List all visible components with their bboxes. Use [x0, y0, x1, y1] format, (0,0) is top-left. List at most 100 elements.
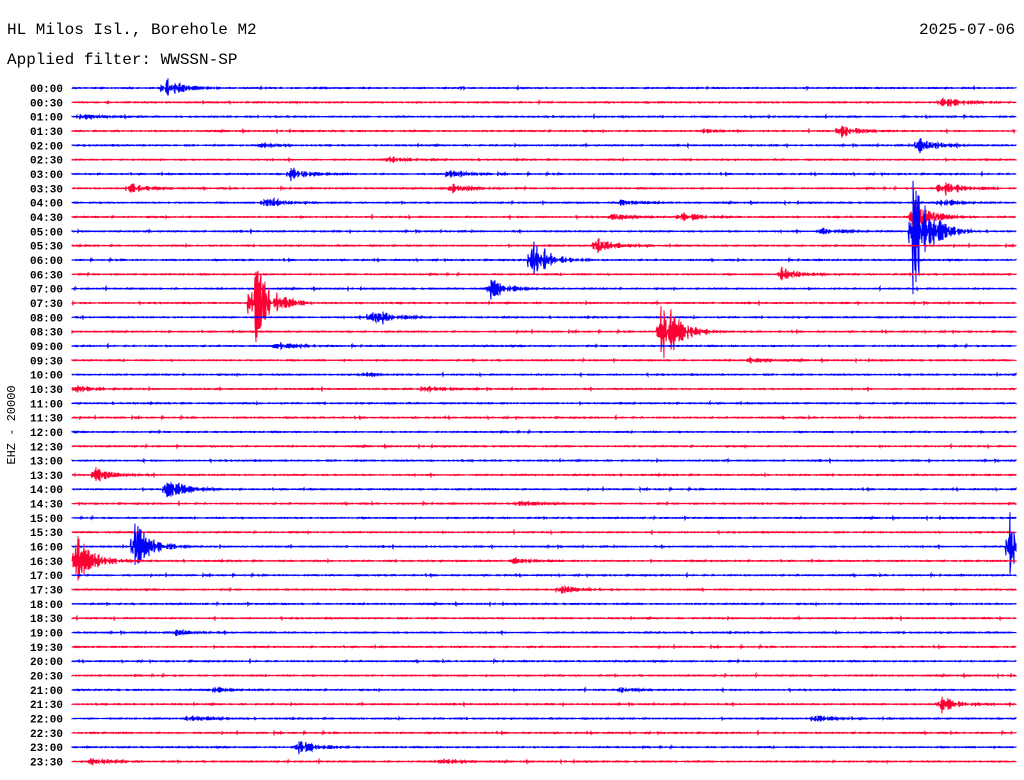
trace-row-1800	[71, 600, 1017, 608]
row-time-label: 07:00	[30, 285, 63, 297]
trace-row-1830	[71, 614, 1017, 622]
row-time-label: 05:00	[30, 227, 63, 239]
row-time-label: 00:30	[30, 98, 63, 110]
trace-row-1400	[71, 481, 1017, 498]
row-time-label: 20:00	[30, 657, 63, 669]
row-time-label: 11:00	[30, 399, 63, 411]
trace-row-2130	[71, 696, 1017, 714]
trace-row-1030	[71, 384, 1017, 394]
row-time-label: 12:30	[30, 442, 63, 454]
trace-row-1100	[71, 399, 1017, 407]
row-time-label: 02:30	[30, 156, 63, 168]
row-time-label: 10:00	[30, 371, 63, 383]
row-time-label: 09:00	[30, 342, 63, 354]
trace-row-1930	[71, 643, 1017, 651]
trace-row-1630	[71, 536, 1017, 581]
trace-row-0900	[71, 341, 1017, 351]
row-time-label: 15:00	[30, 514, 63, 526]
trace-row-2000	[71, 657, 1017, 665]
row-time-label: 23:00	[30, 743, 63, 755]
trace-row-0300	[71, 167, 1017, 182]
row-time-label: 11:30	[30, 414, 63, 426]
row-time-label: 22:30	[30, 729, 63, 741]
trace-row-0500	[71, 180, 1017, 295]
row-time-label: 03:30	[30, 184, 63, 196]
row-time-label: 17:00	[30, 571, 63, 583]
row-time-label: 04:00	[30, 199, 63, 211]
trace-row-1900	[71, 628, 1017, 637]
row-time-label: 10:30	[30, 385, 63, 397]
trace-row-0730	[71, 270, 1017, 343]
trace-row-0330	[71, 182, 1017, 196]
row-time-label: 23:30	[30, 758, 63, 770]
row-time-label: 22:00	[30, 715, 63, 727]
row-time-label: 08:30	[30, 328, 63, 340]
row-time-label: 13:30	[30, 471, 63, 483]
filter-label: Applied filter: WWSSN-SP	[7, 51, 238, 69]
row-time-label: 19:30	[30, 643, 63, 655]
date-label: 2025-07-06	[918, 21, 1015, 39]
trace-row-2200	[71, 715, 1017, 723]
row-time-label: 09:30	[30, 356, 63, 368]
row-time-label: 14:30	[30, 500, 63, 512]
station-title: HL Milos Isl., Borehole M2	[7, 21, 257, 39]
trace-row-2330	[71, 757, 1017, 766]
trace-row-1700	[71, 571, 1017, 579]
trace-row-2230	[71, 729, 1017, 737]
row-time-label: 08:00	[30, 313, 63, 325]
trace-row-0400	[71, 196, 1017, 208]
trace-row-1430	[71, 500, 1017, 507]
trace-row-0800	[71, 311, 1017, 325]
row-time-label: 21:30	[30, 700, 63, 712]
trace-row-0600	[71, 241, 1017, 275]
trace-row-1000	[71, 370, 1017, 378]
row-time-label: 16:30	[30, 557, 63, 569]
row-time-label: 16:00	[30, 543, 63, 555]
row-time-label: 15:30	[30, 528, 63, 540]
row-time-label: 18:30	[30, 614, 63, 626]
trace-row-1730	[71, 584, 1017, 594]
trace-row-0230	[71, 156, 1017, 164]
row-time-label: 04:30	[30, 213, 63, 225]
trace-row-0100	[71, 112, 1017, 121]
row-time-label: 21:00	[30, 686, 63, 698]
trace-row-1600	[71, 512, 1017, 574]
row-time-label: 07:30	[30, 299, 63, 311]
row-time-label: 03:00	[30, 170, 63, 182]
trace-row-0530	[71, 237, 1017, 254]
trace-row-1330	[71, 467, 1017, 482]
trace-row-0130	[71, 125, 1017, 138]
trace-row-0630	[71, 266, 1017, 281]
trace-row-1300	[71, 457, 1017, 465]
trace-row-1200	[71, 428, 1017, 435]
row-time-label: 02:00	[30, 141, 63, 153]
row-time-label: 00:00	[30, 84, 63, 96]
trace-row-0030	[71, 97, 1017, 107]
trace-row-1130	[71, 414, 1017, 421]
row-time-label: 06:30	[30, 270, 63, 282]
row-time-label: 17:30	[30, 586, 63, 598]
trace-row-1530	[71, 528, 1017, 536]
row-time-label: 01:00	[30, 113, 63, 125]
trace-row-0000	[71, 78, 1017, 96]
trace-row-2030	[71, 671, 1017, 680]
trace-row-0200	[71, 138, 1017, 154]
trace-row-0930	[71, 355, 1017, 365]
trace-row-2100	[71, 685, 1017, 694]
trace-row-0700	[71, 279, 1017, 300]
trace-row-0830	[71, 306, 1017, 359]
row-time-label: 06:00	[30, 256, 63, 268]
row-time-label: 13:00	[30, 457, 63, 469]
row-time-label: 12:00	[30, 428, 63, 440]
row-time-label: 05:30	[30, 242, 63, 254]
trace-row-1230	[71, 442, 1017, 450]
row-time-label: 01:30	[30, 127, 63, 139]
trace-row-1500	[71, 514, 1017, 522]
row-time-label: 20:30	[30, 672, 63, 684]
row-time-label: 19:00	[30, 629, 63, 641]
row-time-label: 14:00	[30, 485, 63, 497]
trace-row-2300	[71, 741, 1017, 755]
trace-row-0430	[71, 202, 1017, 235]
row-time-label: 18:00	[30, 600, 63, 612]
